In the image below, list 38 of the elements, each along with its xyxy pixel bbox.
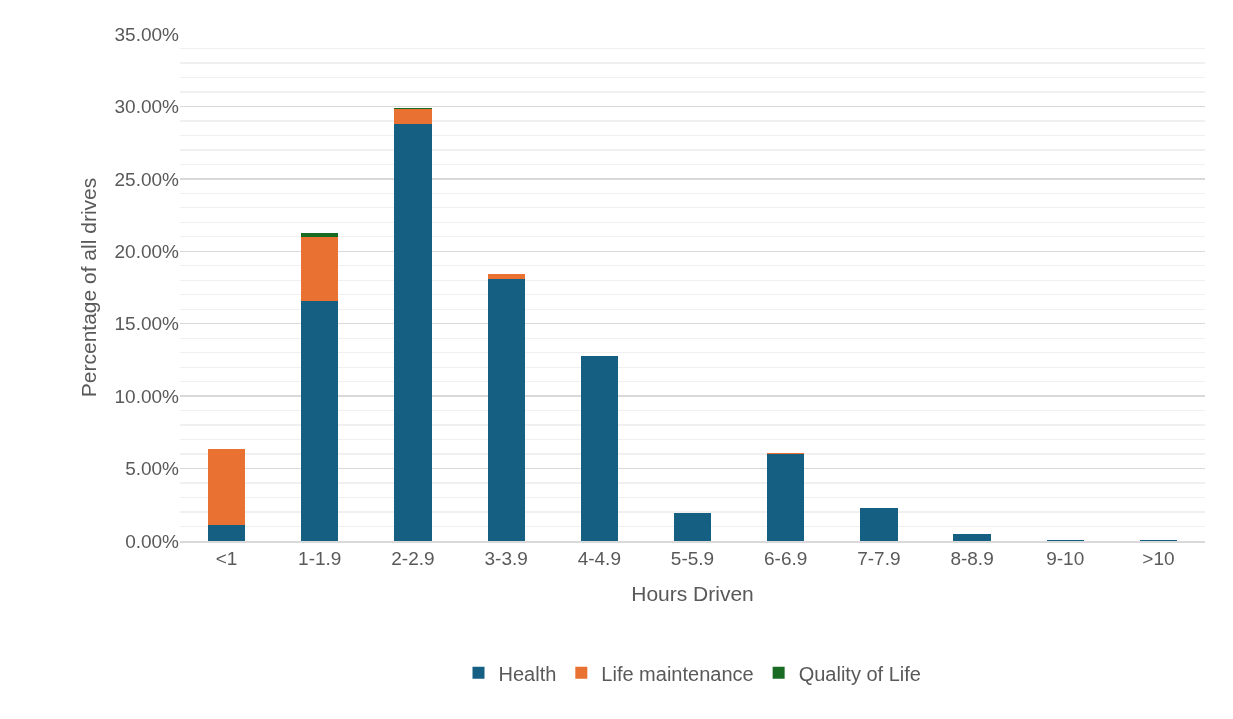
bar [487,273,525,279]
x-tick-label: 9-10 [1046,548,1085,570]
bar [207,525,246,541]
x-axis-title: Hours Driven [631,582,754,606]
x-tick-label: 6-6.9 [764,548,808,570]
bar [487,278,525,541]
bar [673,513,712,541]
y-tick-label: 5.00% [125,458,180,480]
bar [394,109,432,124]
bar [207,449,246,526]
legend-label: Quality of Life [798,662,921,685]
y-tick-label: 30.00% [114,96,180,118]
x-tick-label: 2-2.9 [391,548,435,570]
bar [301,236,339,302]
x-tick-label: 7-7.9 [857,548,901,570]
y-tick-label: 25.00% [114,168,180,190]
x-tick-label: 5-5.9 [670,548,715,570]
legend-label: Life maintenance [601,662,754,685]
y-tick-label: 0.00% [125,530,180,552]
bar [953,533,991,541]
bar [301,301,339,541]
bar [860,508,898,541]
x-tick-label: 3-3.9 [484,548,528,570]
legend-label: Health [498,662,557,685]
y-tick-label: 10.00% [114,385,180,407]
y-tick-label: 20.00% [114,240,180,262]
bar [394,123,432,541]
x-tick-label: <1 [215,548,238,570]
y-axis-title: Percentage of all drives [76,177,100,398]
bar [767,454,805,541]
x-tick-label: 1-1.9 [298,548,342,570]
x-tick-label: 4-4.9 [577,548,621,570]
x-tick-label: 8-8.9 [950,548,994,570]
y-tick-label: 35.00% [114,23,180,45]
bar [301,233,339,237]
x-tick-label: >10 [1142,548,1175,570]
bar [580,355,618,541]
y-tick-label: 15.00% [114,313,180,335]
